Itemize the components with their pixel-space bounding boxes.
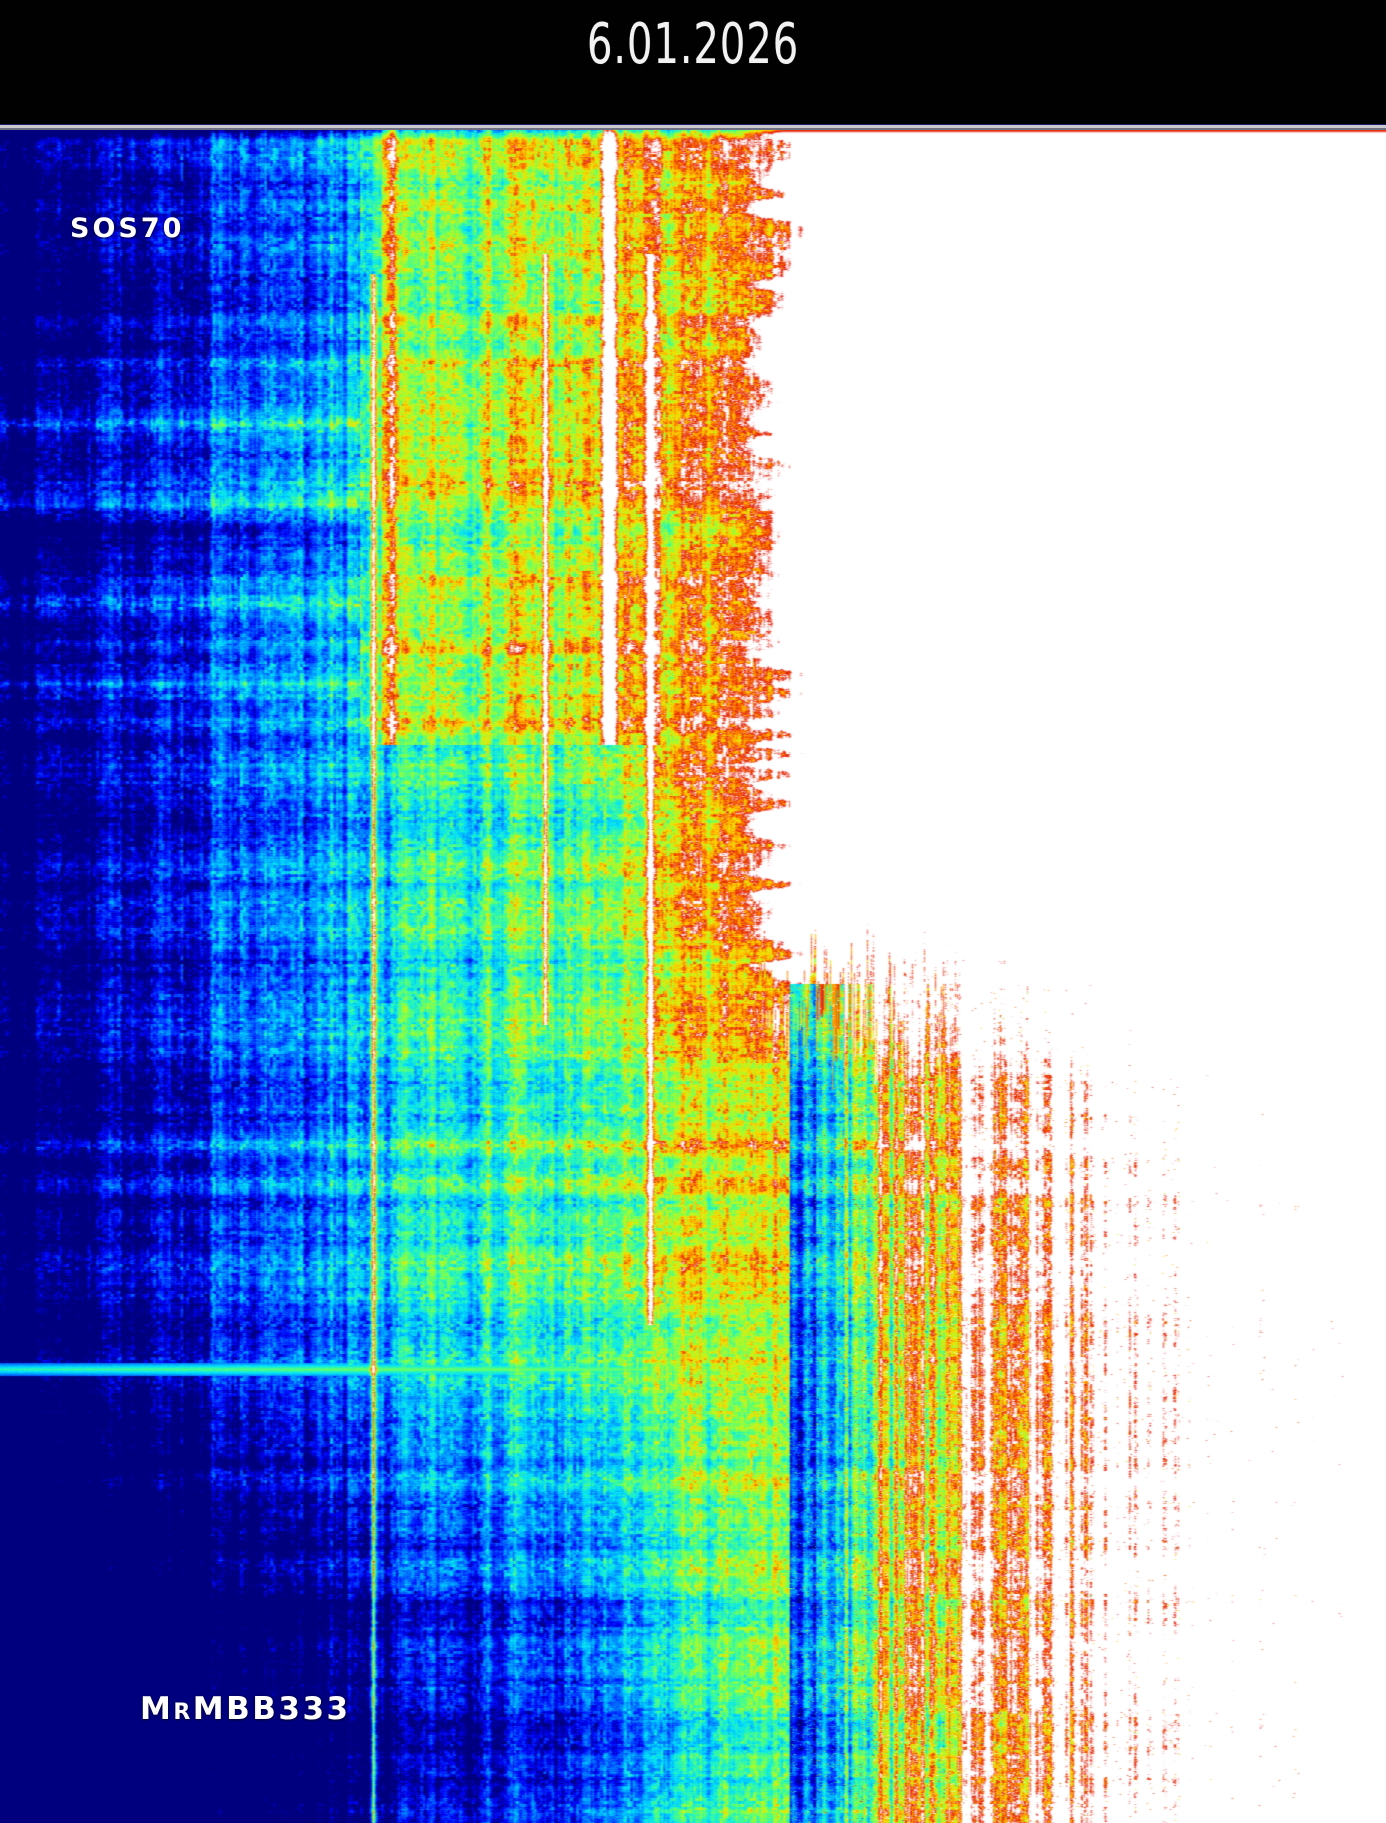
header-band: 6.01.2026 (0, 0, 1386, 124)
spectrogram-plot (0, 124, 1386, 1823)
watermark-label: MrMBB333 (140, 1691, 351, 1727)
date-title: 6.01.2026 (586, 12, 800, 77)
station-label: SOS70 (70, 213, 185, 244)
plot-top-rule (0, 124, 1386, 130)
spectrogram-canvas (0, 124, 1386, 1823)
